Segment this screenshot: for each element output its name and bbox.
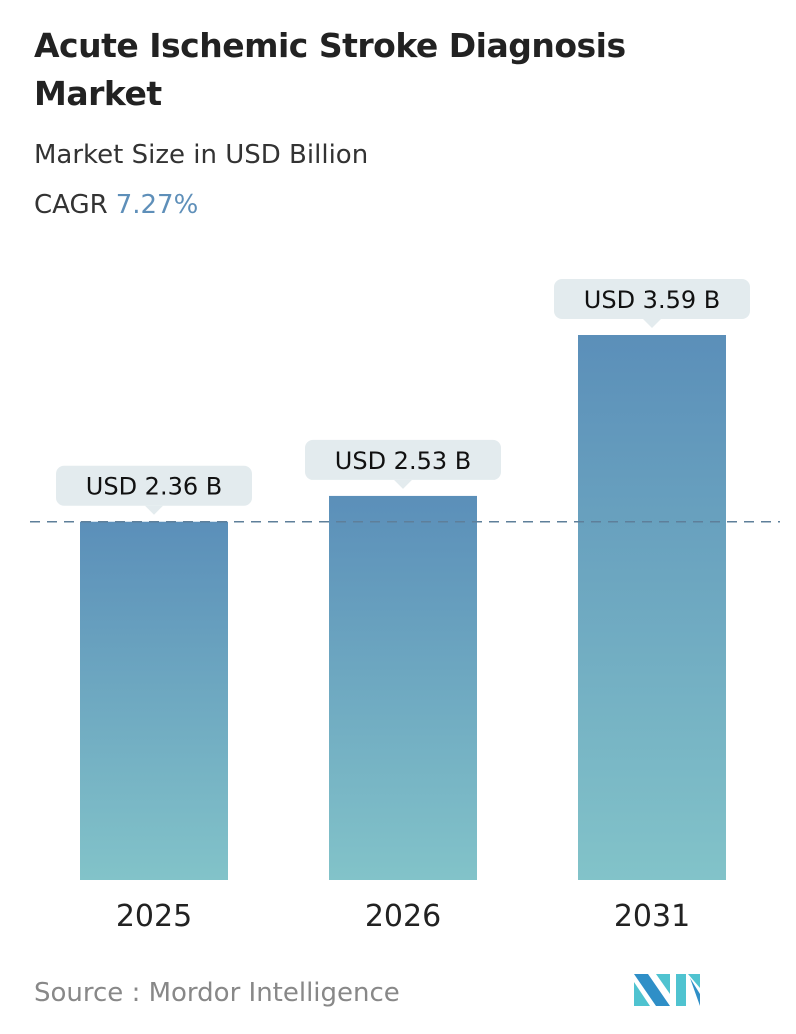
data-label-pointer bbox=[145, 505, 163, 515]
data-label: USD 3.59 B bbox=[584, 286, 720, 314]
bar-chart: USD 2.36 B 2025 USD 2.53 B 2026 USD 3.59 B 20… bbox=[30, 279, 780, 934]
data-label: USD 2.53 B bbox=[335, 447, 471, 475]
x-tick-label: 2031 bbox=[614, 899, 690, 934]
data-label-bg bbox=[305, 439, 501, 480]
data-label-pointer bbox=[394, 479, 412, 489]
x-tick-label: 2025 bbox=[116, 899, 192, 934]
chart-subtitle: Market Size in USD Billion bbox=[34, 140, 369, 170]
source-text: Source : Mordor Intelligence bbox=[34, 978, 400, 1008]
data-label-bg bbox=[554, 279, 750, 319]
data-label-bg bbox=[56, 465, 252, 506]
cagr-label: CAGR bbox=[34, 190, 108, 220]
data-label-pointer bbox=[643, 319, 661, 328]
x-tick-label: 2026 bbox=[365, 899, 441, 934]
bar-2031 bbox=[578, 335, 726, 880]
bar-2025 bbox=[80, 521, 228, 880]
cagr-value: 7.27% bbox=[115, 190, 199, 220]
chart-title: Acute Ischemic Stroke Diagnosis Market bbox=[34, 26, 626, 113]
mordor-logo bbox=[634, 974, 700, 1006]
cagr: CAGR 7.27% bbox=[34, 190, 198, 220]
bar-2026 bbox=[329, 495, 477, 880]
data-label: USD 2.36 B bbox=[86, 473, 222, 501]
